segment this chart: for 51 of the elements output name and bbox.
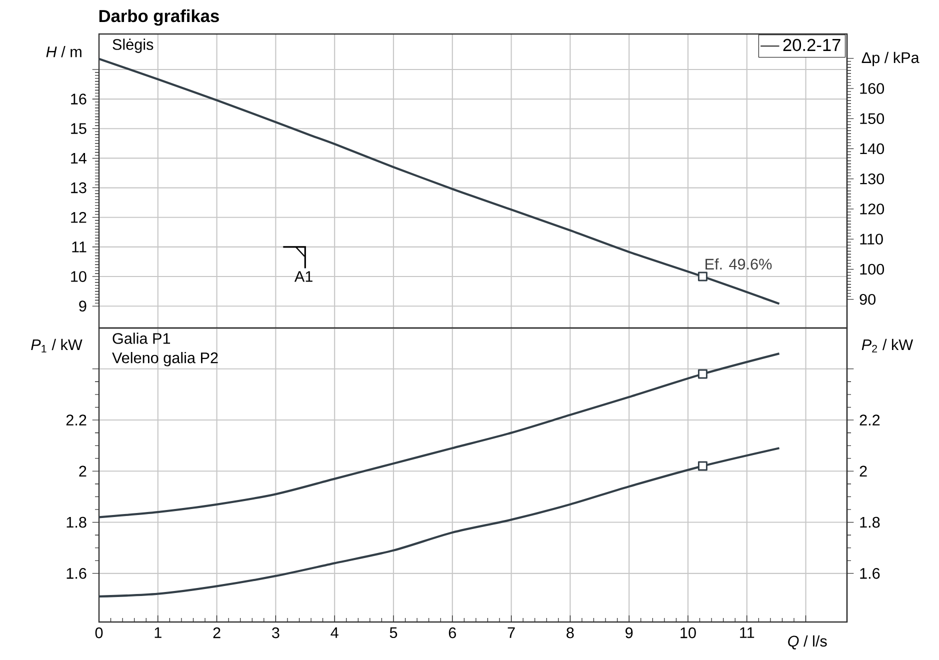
y2-tick-label: 120 — [860, 204, 884, 214]
y-tick-label: 12 — [71, 212, 86, 223]
x-tick-label: 2 — [213, 627, 220, 638]
y-tick-label: 2.2 — [66, 414, 86, 426]
y-tick-label: 2 — [79, 466, 86, 477]
y2-tick-label: 110 — [860, 234, 883, 245]
x-tick-label: 7 — [508, 627, 515, 638]
y-tick-label: 14 — [71, 152, 87, 164]
line-series — [98, 352, 780, 518]
annotation: Veleno galia P2 — [112, 352, 218, 366]
annotation: Galia P1 — [112, 332, 170, 344]
x-axis-title: Q / l/s — [788, 635, 827, 650]
y2-axis-title: P$_{2}$ / kW — [862, 338, 914, 352]
y-tick-label: 9 — [79, 300, 86, 312]
x-tick-label: 4 — [330, 627, 338, 638]
y2-tick-label: 140 — [860, 143, 884, 154]
y-tick-label: 1.8 — [66, 516, 86, 528]
x-tick-label: 10 — [680, 627, 696, 638]
annotation: Slėgis — [112, 38, 154, 53]
y-tick-label: 15 — [71, 123, 86, 134]
y2-tick-label: 2 — [860, 466, 867, 476]
x-tick-label: 11 — [740, 627, 754, 638]
x-tick-label: 6 — [448, 627, 456, 638]
x-tick-label: 9 — [626, 627, 633, 638]
x-tick-label: 1 — [154, 627, 162, 638]
x-tick-label: 0 — [95, 627, 103, 638]
y2-tick-label: 90 — [860, 294, 876, 305]
y2-tick-label: 2.2 — [860, 414, 880, 426]
y-tick-label: 1.6 — [66, 568, 86, 579]
text: 20.2-17 — [783, 38, 840, 52]
chart-title: Darbo grafikas — [99, 9, 219, 26]
y-tick-label: 16 — [71, 94, 86, 104]
y2-tick-label: 100 — [860, 264, 884, 275]
y2-tick-label: 1.8 — [860, 516, 880, 528]
y2-tick-label: 160 — [860, 83, 884, 94]
y-axis-title: P$_{1}$ / kW — [31, 338, 82, 352]
annotation: Ef. 49.6% — [706, 258, 772, 270]
line-series — [98, 58, 780, 305]
y-tick-label: 13 — [71, 182, 86, 194]
line-series — [98, 447, 780, 598]
x-tick-label: 3 — [272, 627, 280, 638]
y2-tick-label: 130 — [860, 173, 884, 184]
y2-axis-title: Δp / kPa — [862, 52, 920, 66]
x-tick-label: 5 — [390, 627, 398, 638]
y2-tick-label: 1.6 — [860, 568, 880, 579]
x-tick-label: 8 — [566, 627, 574, 638]
annotation: A1 — [294, 271, 312, 282]
y-axis-title: H / m — [46, 46, 82, 58]
y-tick-label: 10 — [71, 271, 86, 282]
y-tick-label: 11 — [72, 242, 86, 252]
y2-tick-label: 150 — [860, 113, 884, 124]
